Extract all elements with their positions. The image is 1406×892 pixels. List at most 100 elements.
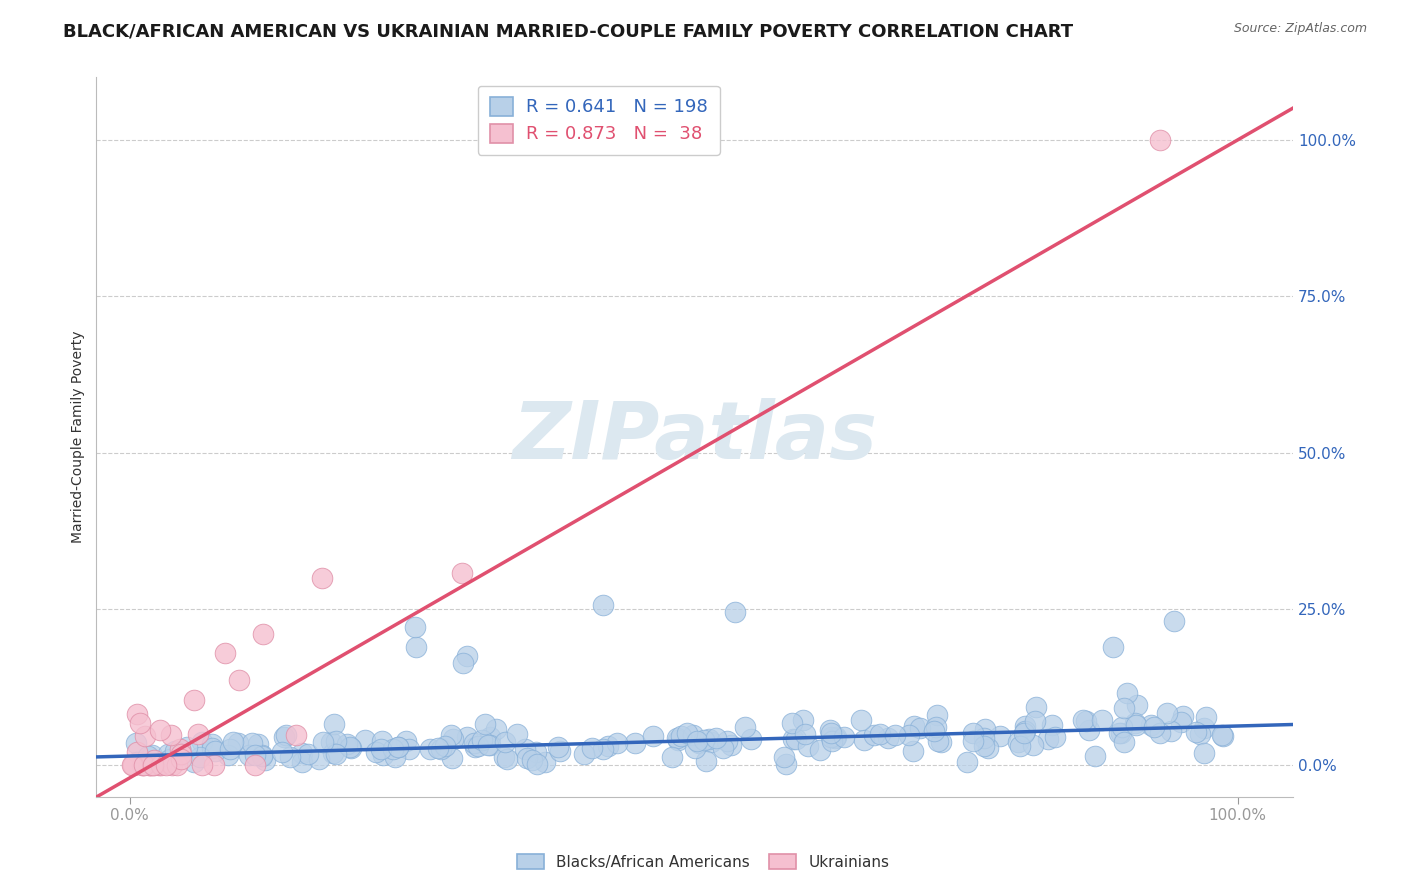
- Point: [127, 707, 149, 722]
- Point: [395, 733, 418, 747]
- Point: [1185, 725, 1208, 739]
- Point: [127, 755, 149, 769]
- Point: [451, 656, 474, 670]
- Point: [218, 741, 240, 756]
- Point: [271, 745, 294, 759]
- Point: [121, 758, 143, 772]
- Point: [1091, 714, 1114, 728]
- Point: [734, 720, 756, 734]
- Point: [1192, 746, 1215, 760]
- Point: [773, 749, 796, 764]
- Point: [291, 755, 314, 769]
- Point: [170, 752, 193, 766]
- Point: [1084, 748, 1107, 763]
- Point: [278, 750, 301, 764]
- Point: [1149, 725, 1171, 739]
- Point: [214, 646, 236, 660]
- Point: [775, 757, 797, 772]
- Point: [820, 734, 842, 748]
- Point: [245, 758, 267, 772]
- Point: [1170, 715, 1192, 730]
- Point: [166, 758, 188, 772]
- Point: [592, 742, 614, 756]
- Y-axis label: Married-Couple Family Poverty: Married-Couple Family Poverty: [72, 331, 86, 543]
- Point: [922, 723, 945, 738]
- Point: [153, 756, 176, 770]
- Point: [381, 742, 404, 756]
- Point: [1074, 714, 1097, 728]
- Point: [240, 736, 263, 750]
- Point: [404, 620, 426, 634]
- Point: [516, 751, 538, 765]
- Point: [387, 740, 409, 755]
- Point: [134, 758, 156, 772]
- Point: [252, 748, 274, 763]
- Point: [440, 728, 463, 742]
- Point: [323, 717, 346, 731]
- Point: [354, 733, 377, 747]
- Point: [188, 750, 211, 764]
- Point: [148, 758, 170, 772]
- Point: [706, 731, 728, 745]
- Point: [834, 731, 856, 745]
- Point: [125, 736, 148, 750]
- Point: [1171, 708, 1194, 723]
- Point: [682, 728, 704, 742]
- Point: [398, 742, 420, 756]
- Point: [901, 743, 924, 757]
- Point: [1040, 718, 1063, 732]
- Point: [183, 693, 205, 707]
- Point: [1143, 720, 1166, 734]
- Point: [170, 744, 193, 758]
- Point: [134, 730, 156, 744]
- Point: [1078, 723, 1101, 737]
- Point: [274, 728, 297, 742]
- Point: [387, 740, 409, 755]
- Point: [661, 749, 683, 764]
- Point: [308, 752, 330, 766]
- Point: [973, 731, 995, 746]
- Point: [782, 731, 804, 746]
- Point: [169, 742, 191, 756]
- Point: [322, 746, 344, 760]
- Point: [794, 727, 817, 741]
- Point: [149, 758, 172, 772]
- Point: [238, 747, 260, 762]
- Point: [284, 728, 307, 742]
- Point: [693, 733, 716, 747]
- Point: [1024, 714, 1046, 728]
- Point: [796, 739, 818, 753]
- Point: [1126, 698, 1149, 712]
- Point: [962, 734, 984, 748]
- Point: [1125, 718, 1147, 732]
- Point: [973, 739, 995, 754]
- Point: [471, 733, 494, 747]
- Point: [252, 627, 274, 641]
- Point: [246, 737, 269, 751]
- Point: [384, 749, 406, 764]
- Point: [522, 753, 544, 767]
- Point: [524, 745, 547, 759]
- Point: [988, 729, 1011, 743]
- Point: [1160, 723, 1182, 738]
- Point: [405, 640, 427, 655]
- Point: [686, 734, 709, 748]
- Point: [903, 719, 925, 733]
- Point: [1111, 720, 1133, 734]
- Point: [217, 747, 239, 762]
- Point: [441, 751, 464, 765]
- Point: [228, 673, 250, 687]
- Point: [1007, 735, 1029, 749]
- Point: [222, 735, 245, 749]
- Point: [884, 728, 907, 742]
- Point: [190, 734, 212, 748]
- Point: [1043, 730, 1066, 744]
- Point: [849, 713, 872, 727]
- Point: [869, 727, 891, 741]
- Point: [370, 742, 392, 756]
- Point: [1194, 721, 1216, 735]
- Point: [697, 732, 720, 747]
- Point: [477, 739, 499, 753]
- Point: [325, 747, 347, 762]
- Point: [688, 736, 710, 750]
